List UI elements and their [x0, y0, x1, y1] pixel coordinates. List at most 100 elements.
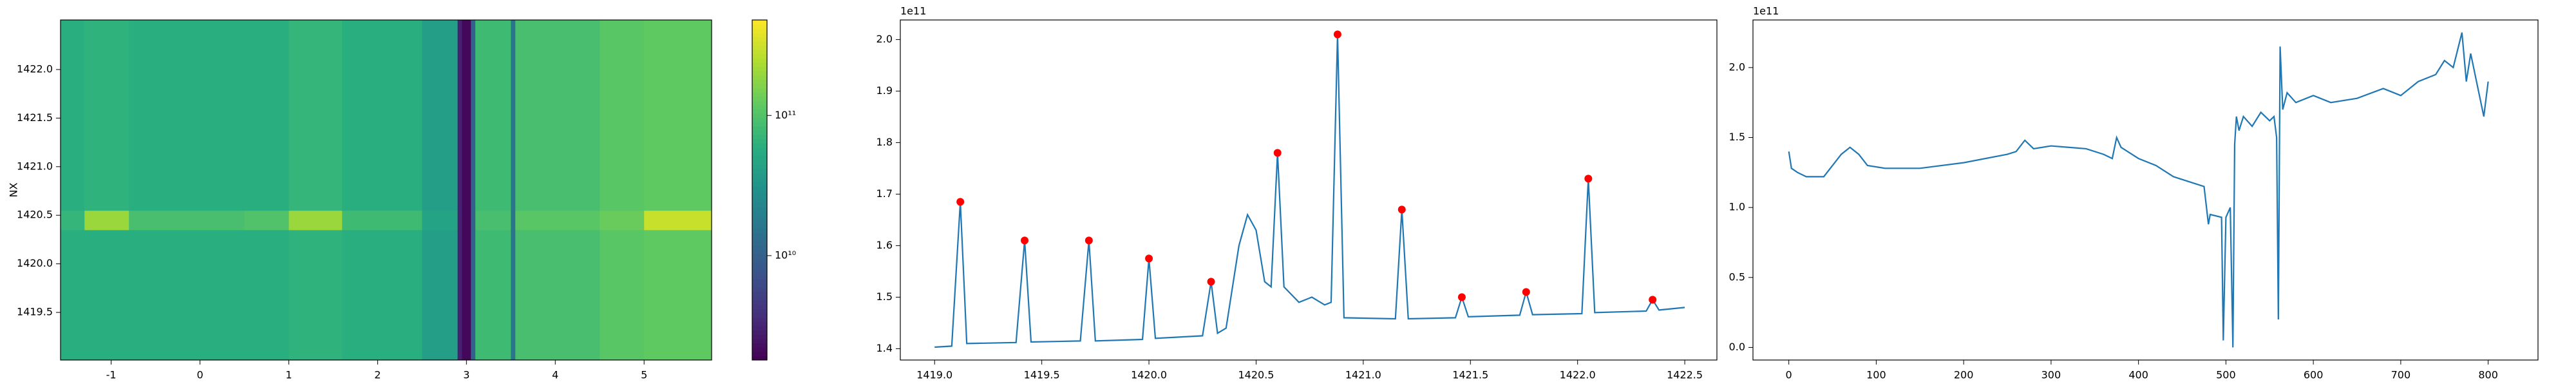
colorbar-swatch	[752, 151, 767, 157]
y-tick-label: 1420.0	[17, 257, 53, 269]
x-tick-label: 2	[374, 369, 381, 381]
y-tick-label: 1421.5	[17, 111, 53, 124]
heatmap-cell	[61, 210, 85, 231]
heatmap-cell	[457, 210, 462, 231]
heatmap-cell	[600, 229, 645, 361]
peak-marker	[1649, 296, 1657, 304]
heatmap-cell	[244, 210, 289, 231]
y-tick-label: 0.5	[1729, 270, 1745, 283]
colorbar-swatch	[752, 130, 767, 135]
colorbar-swatch	[752, 351, 767, 356]
heatmap-cell	[462, 210, 471, 231]
y-tick-label: 1.5	[876, 290, 893, 303]
colorbar-swatch	[752, 254, 767, 259]
x-tick-label: 1419.0	[916, 369, 952, 381]
peak-marker	[1021, 236, 1029, 245]
colorbar-swatch	[752, 262, 767, 267]
peak-marker	[1145, 254, 1153, 263]
y-tick-label: 1.5	[1729, 131, 1745, 143]
colorbar-swatch	[752, 109, 767, 114]
x-tick-label: 1420.0	[1131, 369, 1167, 381]
x-tick-label: 5	[641, 369, 647, 381]
x-tick-label: 100	[1866, 369, 1886, 381]
peak-marker	[1584, 175, 1593, 183]
offset-label: 1e11	[1753, 5, 1779, 17]
offset-label: 1e11	[900, 5, 926, 17]
heatmap-cell	[342, 20, 422, 211]
peak-marker	[956, 198, 965, 206]
heatmap-cell	[462, 229, 471, 361]
colorbar-swatch	[752, 45, 767, 50]
heatmap-cell	[422, 229, 459, 361]
colorbar-swatch	[752, 223, 767, 229]
colorbar-swatch	[752, 308, 767, 314]
colorbar-swatch	[752, 147, 767, 153]
heatmap-cell	[244, 20, 289, 211]
y-axis-label: NX	[8, 183, 20, 198]
y-tick-label: 1.7	[876, 187, 893, 200]
colorbar-swatch	[752, 283, 767, 289]
colorbar-swatch	[752, 50, 767, 55]
heatmap-cell	[515, 229, 600, 361]
colorbar-swatch	[752, 279, 767, 284]
colorbar-swatch	[752, 343, 767, 348]
colorbar-swatch	[752, 41, 767, 46]
colorbar-swatch	[752, 79, 767, 84]
heatmap-cell	[471, 229, 476, 361]
colorbar-swatch	[752, 258, 767, 263]
peak-marker	[1333, 30, 1341, 39]
colorbar-swatch	[752, 122, 767, 127]
y-tick-label: 1.8	[876, 136, 893, 148]
heatmap-cell	[600, 210, 645, 231]
y-tick-label: 2.0	[876, 33, 893, 45]
colorbar-swatch	[752, 198, 767, 204]
colorbar-swatch	[752, 32, 767, 37]
heatmap-cell	[600, 20, 645, 211]
x-tick-label: 500	[2216, 369, 2236, 381]
x-tick-label: 3	[463, 369, 469, 381]
colorbar-swatch	[752, 88, 767, 93]
colorbar-swatch	[752, 160, 767, 165]
colorbar-swatch	[752, 236, 767, 242]
peak-marker	[1522, 288, 1530, 296]
heatmap-cell	[129, 210, 245, 231]
heatmap-cell	[422, 210, 459, 231]
colorbar-swatch	[752, 232, 767, 238]
heatmap-cell	[515, 20, 600, 211]
x-tick-label: 1421.0	[1345, 369, 1381, 381]
colorbar-swatch	[752, 300, 767, 305]
y-tick-label: 1422.0	[17, 62, 53, 75]
heatmap-cell	[422, 20, 459, 211]
colorbar-swatch	[752, 287, 767, 292]
heatmap-cell	[61, 229, 85, 361]
peak-marker	[1084, 236, 1093, 245]
x-tick-label: 1420.5	[1238, 369, 1274, 381]
y-tick-label: 1420.5	[17, 209, 53, 221]
axes-frame	[900, 19, 1718, 361]
x-tick-label: 1	[285, 369, 292, 381]
colorbar-swatch	[752, 334, 767, 339]
y-tick-label: 0.0	[1729, 341, 1745, 353]
peak-marker	[1273, 149, 1282, 157]
x-tick-label: 1421.5	[1452, 369, 1488, 381]
colorbar-swatch	[752, 96, 767, 101]
x-tick-label: 4	[552, 369, 558, 381]
x-tick-label: 300	[2041, 369, 2061, 381]
colorbar-swatch	[752, 245, 767, 250]
colorbar-swatch	[752, 347, 767, 352]
heatmap-cell	[471, 20, 476, 211]
colorbar-swatch	[752, 28, 767, 33]
heatmap-cell	[129, 229, 245, 361]
heatmap-cell	[289, 210, 343, 231]
heatmap-cell	[511, 210, 516, 231]
colorbar-swatch	[752, 220, 767, 225]
y-tick-label: 1.4	[876, 342, 893, 354]
colorbar-tick-label: 10¹¹	[775, 109, 796, 121]
axes-frame	[1752, 19, 2539, 361]
x-tick-label: 200	[1954, 369, 1974, 381]
colorbar-swatch	[752, 117, 767, 122]
colorbar-swatch	[752, 321, 767, 327]
colorbar-swatch	[752, 53, 767, 59]
colorbar-swatch	[752, 185, 767, 191]
